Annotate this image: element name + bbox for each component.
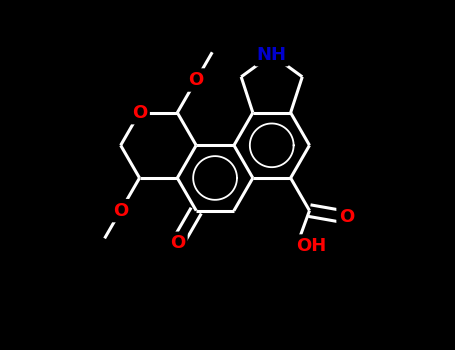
- Text: O: O: [132, 104, 147, 122]
- Text: O: O: [339, 208, 354, 226]
- Text: O: O: [188, 71, 204, 89]
- Text: NH: NH: [257, 46, 287, 64]
- Text: O: O: [113, 202, 128, 219]
- Text: O: O: [170, 234, 185, 252]
- Text: OH: OH: [297, 237, 327, 255]
